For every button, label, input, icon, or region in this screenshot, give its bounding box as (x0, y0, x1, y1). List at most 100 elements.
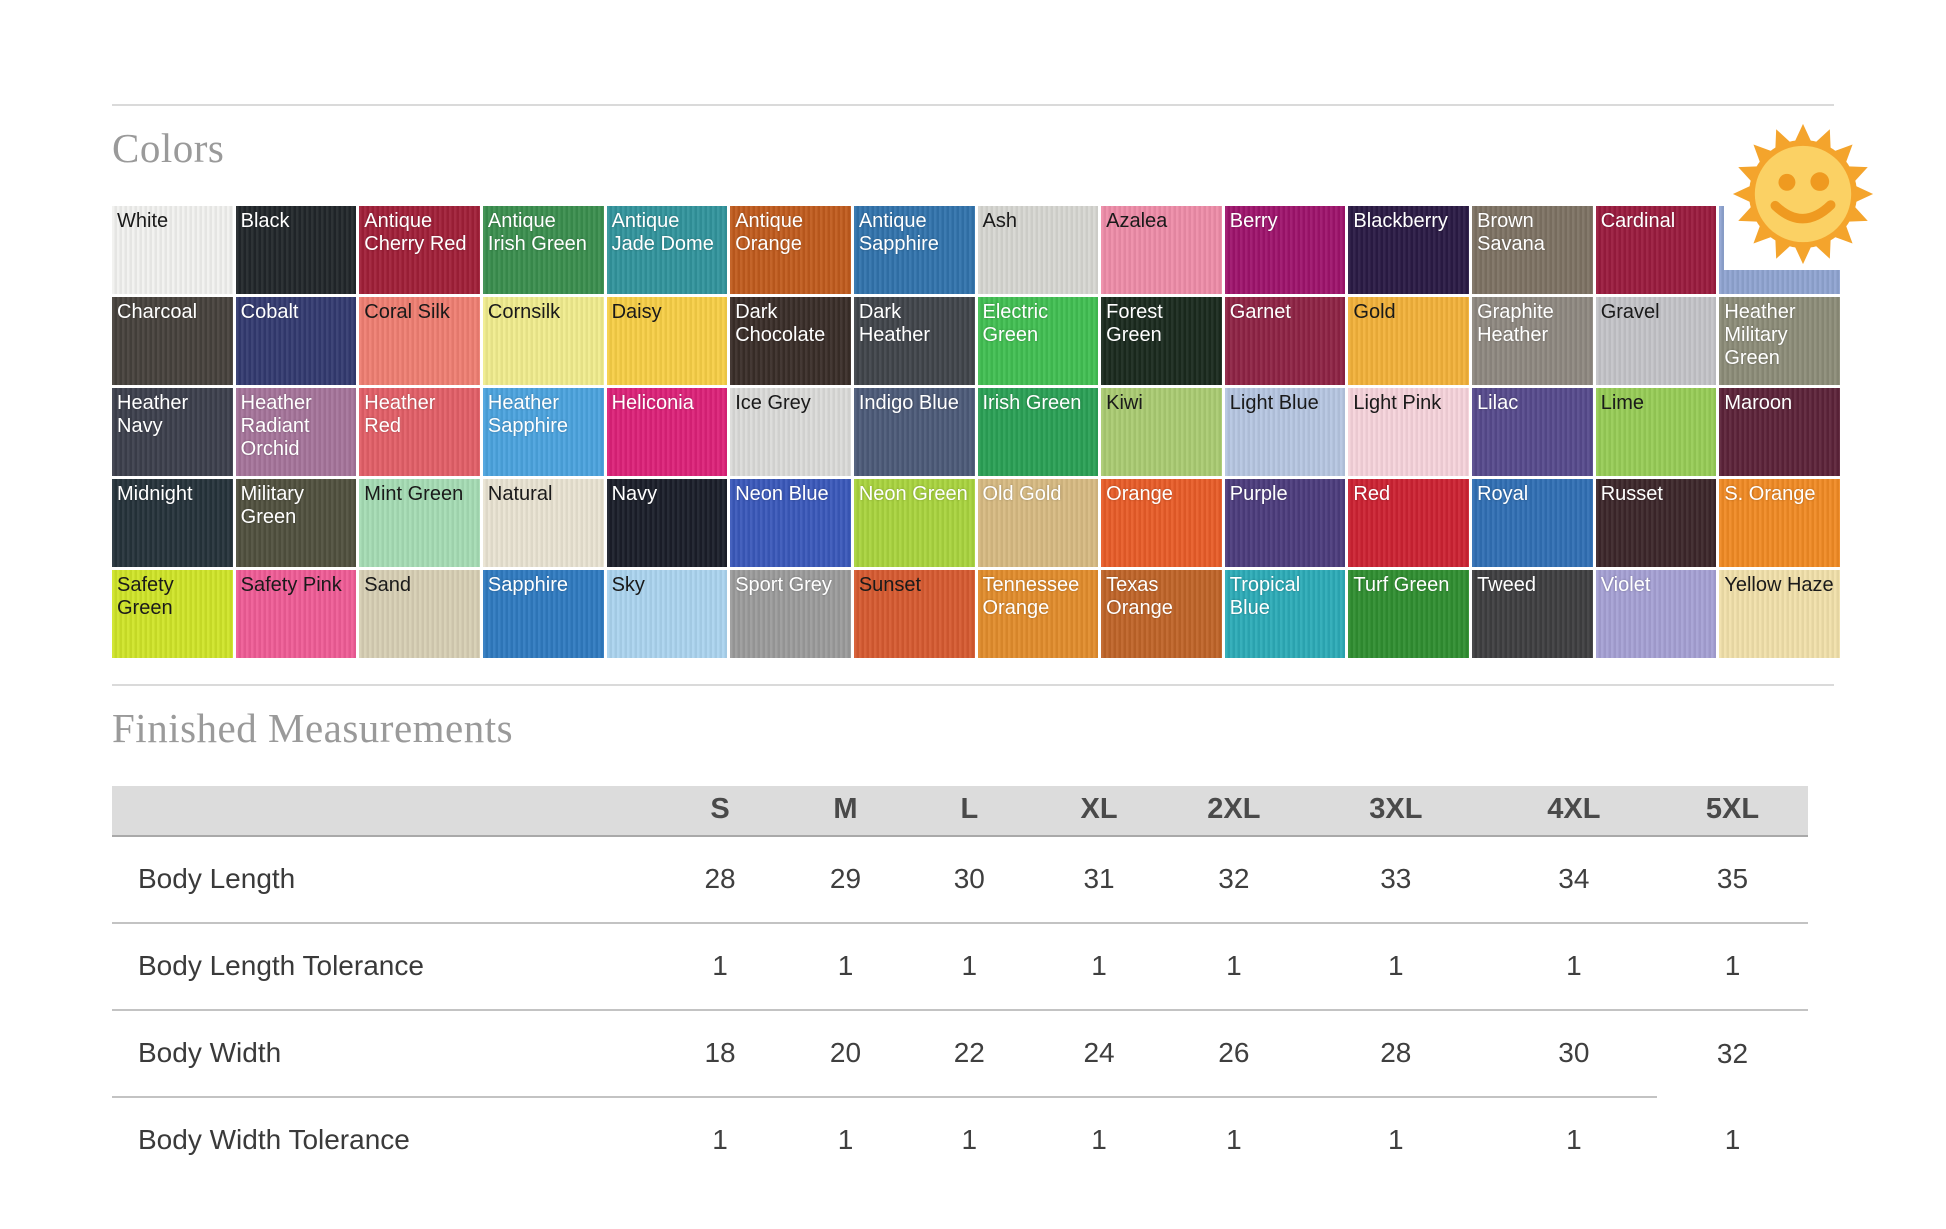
color-swatch-old-gold: Old Gold (977, 479, 1099, 567)
color-swatch-label: Blackberry (1353, 210, 1448, 232)
measurement-row-body-length-tolerance: Body Length Tolerance 1 1 1 1 1 1 1 1 (112, 923, 1808, 1011)
color-swatch-gold: Gold (1348, 297, 1470, 385)
color-swatch-violet: Violet (1595, 570, 1717, 658)
color-swatch-label: Natural (487, 483, 553, 505)
color-swatch-light-blue: Light Blue (1224, 388, 1346, 476)
measurements-table-body: Body Length 28 29 30 31 32 33 34 35 Body Length T… (112, 836, 1808, 1183)
measurement-value-body-width-tolerance-l: 1 (961, 1124, 978, 1155)
color-swatch-label: Safety Pink (240, 574, 342, 596)
top-divider (112, 104, 1834, 106)
measurement-row-label: Body Length Tolerance (112, 923, 657, 1011)
color-swatch-label: Graphite Heather (1477, 301, 1554, 347)
color-swatch-midnight: Midnight (112, 479, 233, 567)
measurement-value-body-length-tolerance-xl: 1 (1031, 923, 1167, 1011)
color-swatch-label: Sapphire (487, 574, 568, 596)
color-swatch-heather-radiant-orchid: Heather Radiant Orchid (235, 388, 357, 476)
color-swatch-label: Tropical Blue (1229, 574, 1301, 620)
color-swatch-label: Dark Chocolate (735, 301, 826, 347)
color-swatch-label: Berry (1229, 210, 1278, 232)
color-swatch-antique-cherry-red: Antique Cherry Red (359, 206, 480, 294)
size-header-spacer (112, 786, 657, 837)
size-column-header-4xl: 4XL (1490, 786, 1657, 837)
measurement-value-body-length-l: 30 (907, 836, 1032, 924)
section-divider (112, 684, 1834, 686)
color-swatch-label: Gravel (1600, 301, 1660, 323)
color-swatch-black: Black (235, 206, 357, 294)
color-swatch-heather-red: Heather Red (359, 388, 480, 476)
color-swatch-antique-irish-green: Antique Irish Green (482, 206, 604, 294)
color-swatch-sport-grey: Sport Grey (730, 570, 851, 658)
measurement-value-body-length-tolerance-3xl: 1 (1300, 923, 1491, 1011)
measurement-value-body-length-5xl: 35 (1656, 836, 1808, 924)
color-swatch-sky: Sky (606, 570, 728, 658)
color-swatch-white: White (112, 206, 233, 294)
color-swatch-charcoal: Charcoal (112, 297, 233, 385)
color-swatch-label: Texas Orange (1106, 574, 1173, 620)
measurement-row-label: Body Width (112, 1010, 657, 1098)
color-swatch-sand: Sand (359, 570, 480, 658)
measurement-value-body-length-tolerance-m: 1 (783, 923, 908, 1011)
measurement-value-body-width-4xl: 30 (1490, 1010, 1657, 1098)
measurement-value-body-width-l: 22 (907, 1010, 1032, 1098)
measurement-row-label: Body Length (112, 836, 657, 924)
color-swatch-dark-chocolate: Dark Chocolate (730, 297, 851, 385)
measurement-value-body-length-4xl: 34 (1490, 836, 1657, 924)
color-swatch-label: Lilac (1477, 392, 1519, 414)
color-swatch-label: Heather Red (364, 392, 436, 438)
color-swatch-lilac: Lilac (1472, 388, 1593, 476)
color-swatch-tweed: Tweed (1472, 570, 1593, 658)
color-swatch-antique-jade-dome: Antique Jade Dome (606, 206, 728, 294)
color-swatch-label: Neon Green (858, 483, 968, 505)
size-header-row: S M L XL 2XL 3XL 4XL 5XL (112, 786, 1808, 837)
color-swatch-graphite-heather: Graphite Heather (1472, 297, 1593, 385)
color-swatch-antique-orange: Antique Orange (730, 206, 851, 294)
color-swatch-label: Violet (1600, 574, 1651, 596)
size-column-header-xl: XL (1031, 786, 1167, 837)
size-column-header-l: L (907, 786, 1032, 837)
color-swatch-safety-green: Safety Green (112, 570, 233, 658)
color-swatch-azalea: Azalea (1101, 206, 1222, 294)
measurement-value-body-width-3xl: 28 (1300, 1010, 1491, 1098)
measurement-value-body-width-xl: 24 (1031, 1010, 1167, 1098)
color-swatch-label: S. Orange (1724, 483, 1816, 505)
color-swatch-ash: Ash (977, 206, 1099, 294)
size-column-header-2xl: 2XL (1166, 786, 1301, 837)
measurement-value-body-length-tolerance-4xl: 1 (1490, 923, 1657, 1011)
sun-face-icon (1724, 118, 1882, 270)
color-swatch-neon-blue: Neon Blue (730, 479, 851, 567)
measurement-value-body-width-tolerance-m: 1 (837, 1124, 854, 1155)
color-swatch-label: Antique Irish Green (487, 210, 587, 256)
measurement-value-body-length-2xl: 32 (1166, 836, 1301, 924)
color-swatch-yellow-haze: Yellow Haze (1719, 570, 1840, 658)
color-swatch-grid: White Black Antique Cherry Red Antique Iris… (112, 206, 1840, 658)
color-swatch-heather-sapphire: Heather Sapphire (482, 388, 604, 476)
color-swatch-navy: Navy (606, 479, 728, 567)
measurement-value-body-width-tolerance-4xl: 1 (1566, 1124, 1582, 1155)
color-swatch-label: Coral Silk (364, 301, 450, 323)
color-swatch-cardinal: Cardinal (1595, 206, 1717, 294)
color-swatch-label: Turf Green (1353, 574, 1450, 596)
color-swatch-label: Kiwi (1106, 392, 1143, 414)
measurement-value-body-width-s: 18 (656, 1010, 784, 1098)
color-swatch-blackberry: Blackberry (1348, 206, 1470, 294)
size-column-header-s: S (656, 786, 784, 837)
color-swatch-label: Royal (1477, 483, 1529, 505)
color-swatch-label: Light Blue (1229, 392, 1319, 414)
measurement-value-body-width-tolerance-s: 1 (712, 1124, 728, 1155)
measurement-value-body-width-m: 20 (783, 1010, 908, 1098)
colors-heading: Colors (112, 125, 225, 171)
color-swatch-berry: Berry (1224, 206, 1346, 294)
size-column-header-5xl: 5XL (1656, 786, 1808, 837)
color-swatch-mint-green: Mint Green (359, 479, 480, 567)
color-swatch-daisy: Daisy (606, 297, 728, 385)
color-swatch-label: Purple (1229, 483, 1288, 505)
color-swatch-label: Antique Sapphire (858, 210, 939, 256)
color-swatch-heliconia: Heliconia (606, 388, 728, 476)
color-swatch-red: Red (1348, 479, 1470, 567)
measurement-value-body-length-tolerance-s: 1 (656, 923, 784, 1011)
measurements-heading: Finished Measurements (112, 705, 514, 751)
color-swatch-tropical-blue: Tropical Blue (1224, 570, 1346, 658)
color-swatch-label: Gold (1353, 301, 1396, 323)
measurement-value-body-width-tolerance-2xl: 1 (1226, 1124, 1242, 1155)
color-swatch-light-pink: Light Pink (1348, 388, 1470, 476)
